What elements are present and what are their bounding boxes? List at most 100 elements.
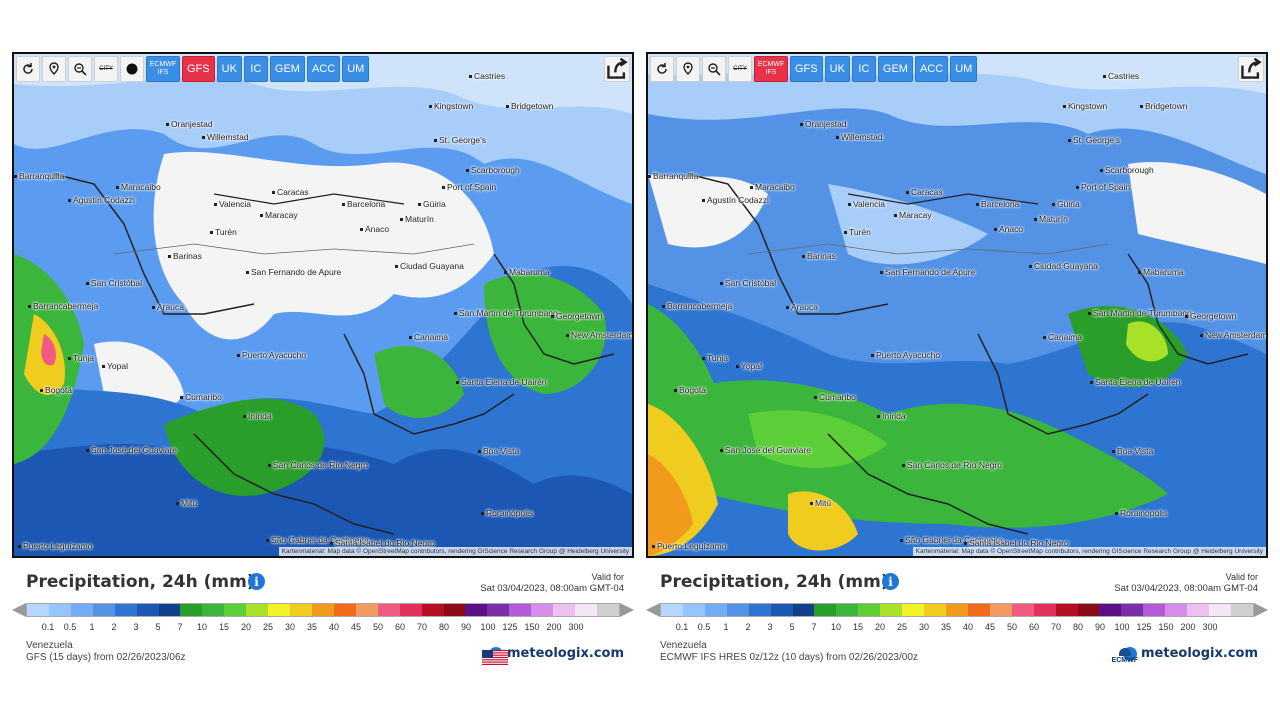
city-label: San Martín de Turumbang xyxy=(454,309,558,318)
scale-tick-label: 150 xyxy=(1158,622,1174,632)
scale-swatch xyxy=(333,604,356,616)
scale-swatch xyxy=(114,604,137,616)
scale-swatch xyxy=(224,604,247,616)
color-scale xyxy=(646,602,1268,618)
model-button-acc[interactable]: ACC xyxy=(306,56,341,82)
city-label: Bogotá xyxy=(40,386,72,395)
scale-swatch xyxy=(1011,604,1034,616)
scale-swatch xyxy=(1209,604,1231,616)
scale-swatch xyxy=(1077,604,1100,616)
zoom-out-icon[interactable] xyxy=(702,56,726,82)
scale-arrow-left-icon xyxy=(646,603,660,617)
scale-swatch xyxy=(92,604,115,616)
city-label: Oranjestad xyxy=(166,120,213,129)
city-label: Georgetown xyxy=(1185,312,1236,321)
city-toggle-button[interactable]: CITY xyxy=(728,56,752,82)
city-toggle-button[interactable]: CITY xyxy=(94,56,118,82)
scale-tick-label: 40 xyxy=(328,622,340,632)
scale-arrow-right-icon xyxy=(1254,603,1268,617)
zoom-out-icon[interactable] xyxy=(68,56,92,82)
scale-tick-label: 90 xyxy=(460,622,472,632)
ecmwf-logo: ECMWF xyxy=(1112,648,1138,665)
scale-tick-label: 0.5 xyxy=(63,622,77,632)
city-label: Barranquilla xyxy=(14,172,64,181)
city-label: Cumaribo xyxy=(180,393,222,402)
model-button-acc[interactable]: ACC xyxy=(914,56,949,82)
point-marker-icon[interactable] xyxy=(120,56,144,82)
city-label: New Amsterdam xyxy=(566,331,632,340)
scale-tick-label: 80 xyxy=(438,622,450,632)
city-toggle-label: CITY xyxy=(99,66,113,72)
valid-for: Valid for Sat 03/04/2023, 08:00am GMT-04 xyxy=(480,572,624,594)
model-button-uk[interactable]: UK xyxy=(824,56,850,82)
model-button-gem[interactable]: GEM xyxy=(877,56,913,82)
location-pin-icon[interactable] xyxy=(42,56,66,82)
model-button-ic[interactable]: IC xyxy=(851,56,876,82)
location-pin-icon[interactable] xyxy=(676,56,700,82)
scale-swatch xyxy=(465,604,488,616)
model-button-ecmwf-ifs[interactable]: ECMWF IFS xyxy=(146,56,180,82)
model-button-gem[interactable]: GEM xyxy=(269,56,305,82)
scale-swatch xyxy=(180,604,203,616)
refresh-icon[interactable] xyxy=(16,56,40,82)
scale-swatch xyxy=(553,604,576,616)
model-button-ic[interactable]: IC xyxy=(243,56,268,82)
valid-for-label: Valid for xyxy=(1225,572,1258,582)
scale-swatch xyxy=(770,604,793,616)
city-label: San Cristóbal xyxy=(720,279,776,288)
ecmwf-logo-icon xyxy=(1118,648,1131,656)
precipitation-map[interactable]: CITY ECMWF IFS GFS UK IC GEM ACC UM Castries King… xyxy=(12,52,634,558)
scale-tick-label: 40 xyxy=(962,622,974,632)
scale-swatch xyxy=(945,604,968,616)
city-label: São Gabriel da Cachoeira xyxy=(900,536,1003,545)
scale-swatch xyxy=(290,604,312,616)
precipitation-map[interactable]: CITY ECMWF IFS GFS UK IC GEM ACC UM Castries King… xyxy=(646,52,1268,558)
scale-swatch xyxy=(704,604,727,616)
model-button-gfs[interactable]: GFS xyxy=(790,56,823,82)
city-label: Cumaribo xyxy=(814,393,856,402)
scale-swatch xyxy=(989,604,1012,616)
map-attribution: Kartenmaterial: Map data © OpenStreetMap… xyxy=(278,547,632,556)
scale-tick-label: 20 xyxy=(240,622,252,632)
city-label: Bogotá xyxy=(674,386,706,395)
scale-tick-label: 3 xyxy=(133,622,139,632)
legend: Precipitation, 24h (mm) i Valid for Sat 03/… xyxy=(12,566,634,668)
refresh-icon[interactable] xyxy=(650,56,674,82)
model-button-ecmwf-ifs[interactable]: ECMWF IFS xyxy=(754,56,788,82)
map-panel-ecmwf: CITY ECMWF IFS GFS UK IC GEM ACC UM Castries King… xyxy=(646,52,1268,668)
city-label: Yopal xyxy=(102,362,128,371)
city-label: Puerto Ayacucho xyxy=(871,351,940,360)
scale-swatch xyxy=(836,604,859,616)
scale-tick-label: 125 xyxy=(502,622,518,632)
share-icon[interactable] xyxy=(1238,56,1264,82)
scale-swatch xyxy=(924,604,946,616)
scale-swatch xyxy=(70,604,93,616)
scale-tick-label: 90 xyxy=(1094,622,1106,632)
city-label: Inírida xyxy=(877,412,906,421)
legend-title: Precipitation, 24h (mm) xyxy=(26,572,255,592)
model-button-uk[interactable]: UK xyxy=(216,56,242,82)
model-button-gfs[interactable]: GFS xyxy=(182,56,215,82)
run-info: Venezuela ECMWF IFS HRES 0z/12z (10 days)… xyxy=(660,640,918,664)
city-label: Inírida xyxy=(243,412,272,421)
brand-logo[interactable]: meteologix.com xyxy=(1123,646,1258,661)
city-label: Kingstown xyxy=(429,102,473,111)
city-label: Anaco xyxy=(994,225,1023,234)
scale-swatch xyxy=(355,604,378,616)
city-label: Puerto Leguízamo xyxy=(652,542,726,551)
brand-logo[interactable]: meteologix.com xyxy=(489,646,624,661)
scale-swatch xyxy=(1143,604,1166,616)
scale-swatch xyxy=(726,604,749,616)
scale-tick-label: 50 xyxy=(1006,622,1018,632)
scale-tick-label: 10 xyxy=(196,622,208,632)
info-icon[interactable]: i xyxy=(882,573,899,590)
city-label: Valencia xyxy=(214,200,251,209)
share-icon[interactable] xyxy=(604,56,630,82)
city-label: Bridgetown xyxy=(1140,102,1188,111)
map-attribution: Kartenmaterial: Map data © OpenStreetMap… xyxy=(912,547,1266,556)
model-button-um[interactable]: UM xyxy=(950,56,978,82)
scale-tick-label: 100 xyxy=(480,622,496,632)
info-icon[interactable]: i xyxy=(248,573,265,590)
model-button-um[interactable]: UM xyxy=(342,56,370,82)
valid-for-label: Valid for xyxy=(591,572,624,582)
